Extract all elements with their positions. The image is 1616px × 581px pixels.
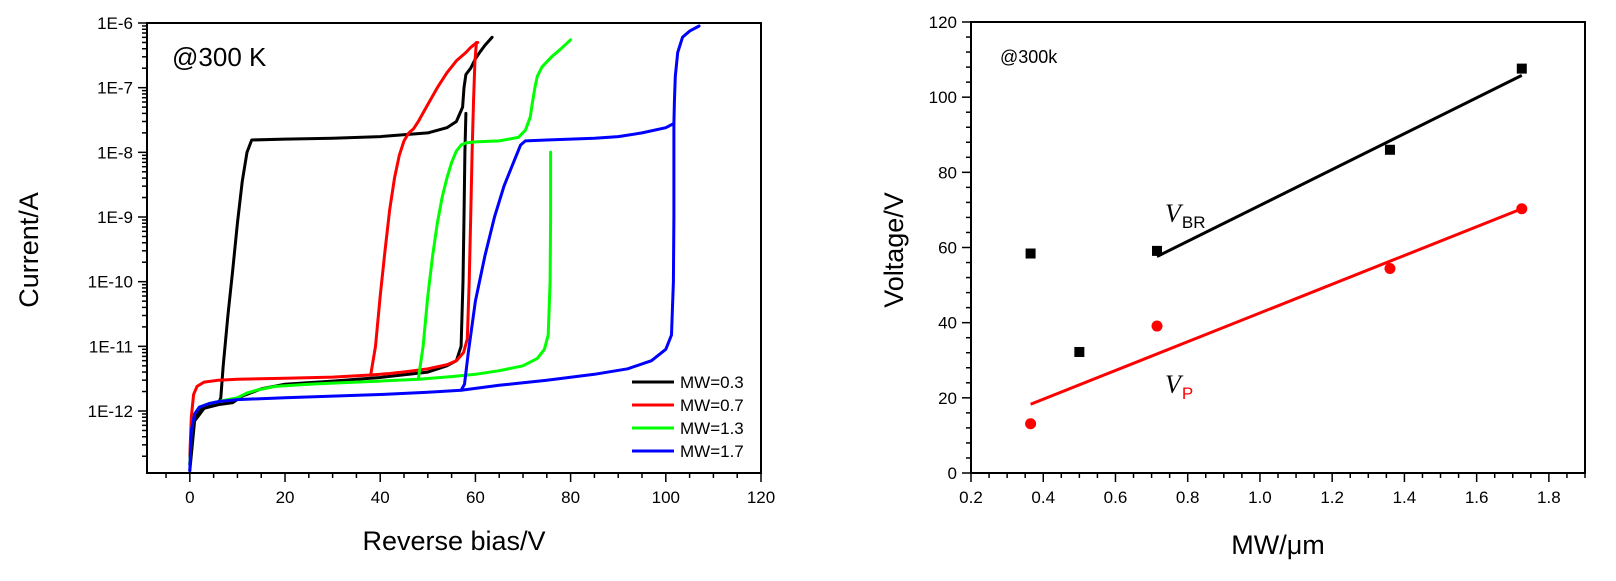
v-p-data-point — [1025, 418, 1037, 430]
iv-series-line-mw17-0 — [188, 24, 701, 473]
voltage-x-tick-label: 0.2 — [959, 488, 983, 507]
v-p-data-point — [1516, 203, 1528, 215]
v-br-label-subscript: BR — [1182, 213, 1206, 232]
iv-y-tick-label: 1E-9 — [97, 208, 133, 227]
v-p-data-point — [1384, 263, 1396, 275]
iv-chart: 0 20 40 60 80 100 120 1E-121E-111E-101E-91E-81… — [14, 14, 775, 556]
iv-series-line-mw17-1 — [459, 121, 676, 392]
voltage-x-tick-label: 0.4 — [1031, 488, 1055, 507]
v-p-series-label: VP — [1165, 370, 1193, 403]
iv-series-group — [188, 24, 701, 473]
iv-legend-label: MW=1.3 — [680, 419, 744, 438]
voltage-y-tick-label: 40 — [938, 314, 957, 333]
iv-legend-label: MW=0.3 — [680, 373, 744, 392]
voltage-x-tick-label: 1.0 — [1248, 488, 1272, 507]
iv-x-tick-label: 40 — [371, 488, 390, 507]
iv-legend-item: MW=1.7 — [632, 442, 744, 461]
iv-y-tick-label: 1E-11 — [89, 337, 133, 356]
iv-x-axis: 0 20 40 60 80 100 120 — [165, 473, 775, 507]
iv-y-tick-label: 1E-12 — [88, 402, 133, 421]
v-br-series-label: VBR — [1165, 199, 1206, 232]
iv-plot-frame — [146, 22, 762, 474]
v-br-data-point — [1025, 248, 1036, 259]
voltage-chart: 0.2 0.4 0.6 0.8 1.0 1.2 1.4 1.6 1.8 0 20 40 60 80 100… — [879, 13, 1586, 560]
voltage-y-axis-title: Voltage/V — [879, 192, 909, 308]
iv-x-axis-title: Reverse bias/V — [362, 526, 545, 556]
v-br-label-symbol: V — [1165, 199, 1184, 228]
v-p-data-point — [1151, 320, 1163, 332]
iv-legend-label: MW=0.7 — [680, 396, 744, 415]
v-br-fit-line — [1156, 74, 1523, 258]
iv-x-tick-label: 120 — [747, 488, 775, 507]
v-p-label-symbol: V — [1165, 370, 1184, 399]
voltage-x-tick-label: 1.6 — [1465, 488, 1489, 507]
v-br-data-point — [1152, 245, 1163, 256]
iv-series-line-mw03-1 — [188, 111, 468, 473]
iv-legend-item: MW=1.3 — [632, 419, 744, 438]
iv-x-tick-label: 20 — [276, 488, 295, 507]
iv-x-tick-label: 0 — [185, 488, 194, 507]
voltage-x-tick-label: 0.6 — [1104, 488, 1128, 507]
iv-y-tick-label: 1E-8 — [97, 143, 133, 162]
voltage-y-tick-label: 80 — [938, 163, 957, 182]
voltage-x-tick-label: 1.8 — [1537, 488, 1561, 507]
iv-y-axis: 1E-12 1E-11 1E-10 1E-9 1E-8 1E-7 1E-6 — [88, 14, 147, 457]
v-br-data-point — [1516, 63, 1527, 74]
voltage-y-tick-label: 20 — [938, 389, 957, 408]
v-br-data-point — [1074, 346, 1085, 357]
iv-x-tick-label: 60 — [466, 488, 485, 507]
iv-legend-item: MW=0.3 — [632, 373, 744, 392]
voltage-x-axis-title: MW/μm — [1231, 530, 1325, 560]
voltage-y-tick-label: 0 — [948, 464, 957, 483]
voltage-temperature-annotation: @300k — [1000, 47, 1058, 67]
voltage-x-tick-label: 0.8 — [1176, 488, 1200, 507]
iv-series-line-mw07-0 — [188, 41, 480, 458]
iv-y-axis-title: Current/A — [14, 192, 44, 308]
iv-legend: MW=0.3 MW=0.7 MW=1.3 MW=1.7 — [632, 373, 744, 461]
iv-x-tick-label: 100 — [652, 488, 680, 507]
voltage-x-axis: 0.2 0.4 0.6 0.8 1.0 1.2 1.4 1.6 1.8 — [959, 473, 1586, 507]
iv-x-tick-label: 80 — [561, 488, 580, 507]
voltage-x-tick-label: 1.2 — [1320, 488, 1344, 507]
voltage-y-tick-label: 100 — [929, 88, 957, 107]
voltage-series-group — [1025, 63, 1528, 430]
v-p-fit-line — [1030, 207, 1523, 406]
voltage-y-tick-label: 60 — [938, 239, 957, 258]
voltage-x-tick-label: 1.4 — [1393, 488, 1417, 507]
voltage-y-axis: 0 20 40 60 80 100 120 — [929, 13, 971, 483]
iv-legend-label: MW=1.7 — [680, 442, 744, 461]
iv-y-tick-label: 1E-6 — [97, 14, 133, 33]
v-p-label-subscript: P — [1182, 384, 1193, 403]
iv-temperature-annotation: @300 K — [172, 42, 267, 72]
voltage-y-tick-label: 120 — [929, 13, 957, 32]
iv-series-line-mw13-1 — [416, 150, 553, 381]
iv-series-line-mw07-1 — [369, 41, 478, 377]
iv-y-tick-label: 1E-10 — [88, 273, 133, 292]
iv-y-tick-label: 1E-7 — [97, 79, 133, 98]
v-br-data-point — [1384, 144, 1395, 155]
iv-legend-item: MW=0.7 — [632, 396, 744, 415]
